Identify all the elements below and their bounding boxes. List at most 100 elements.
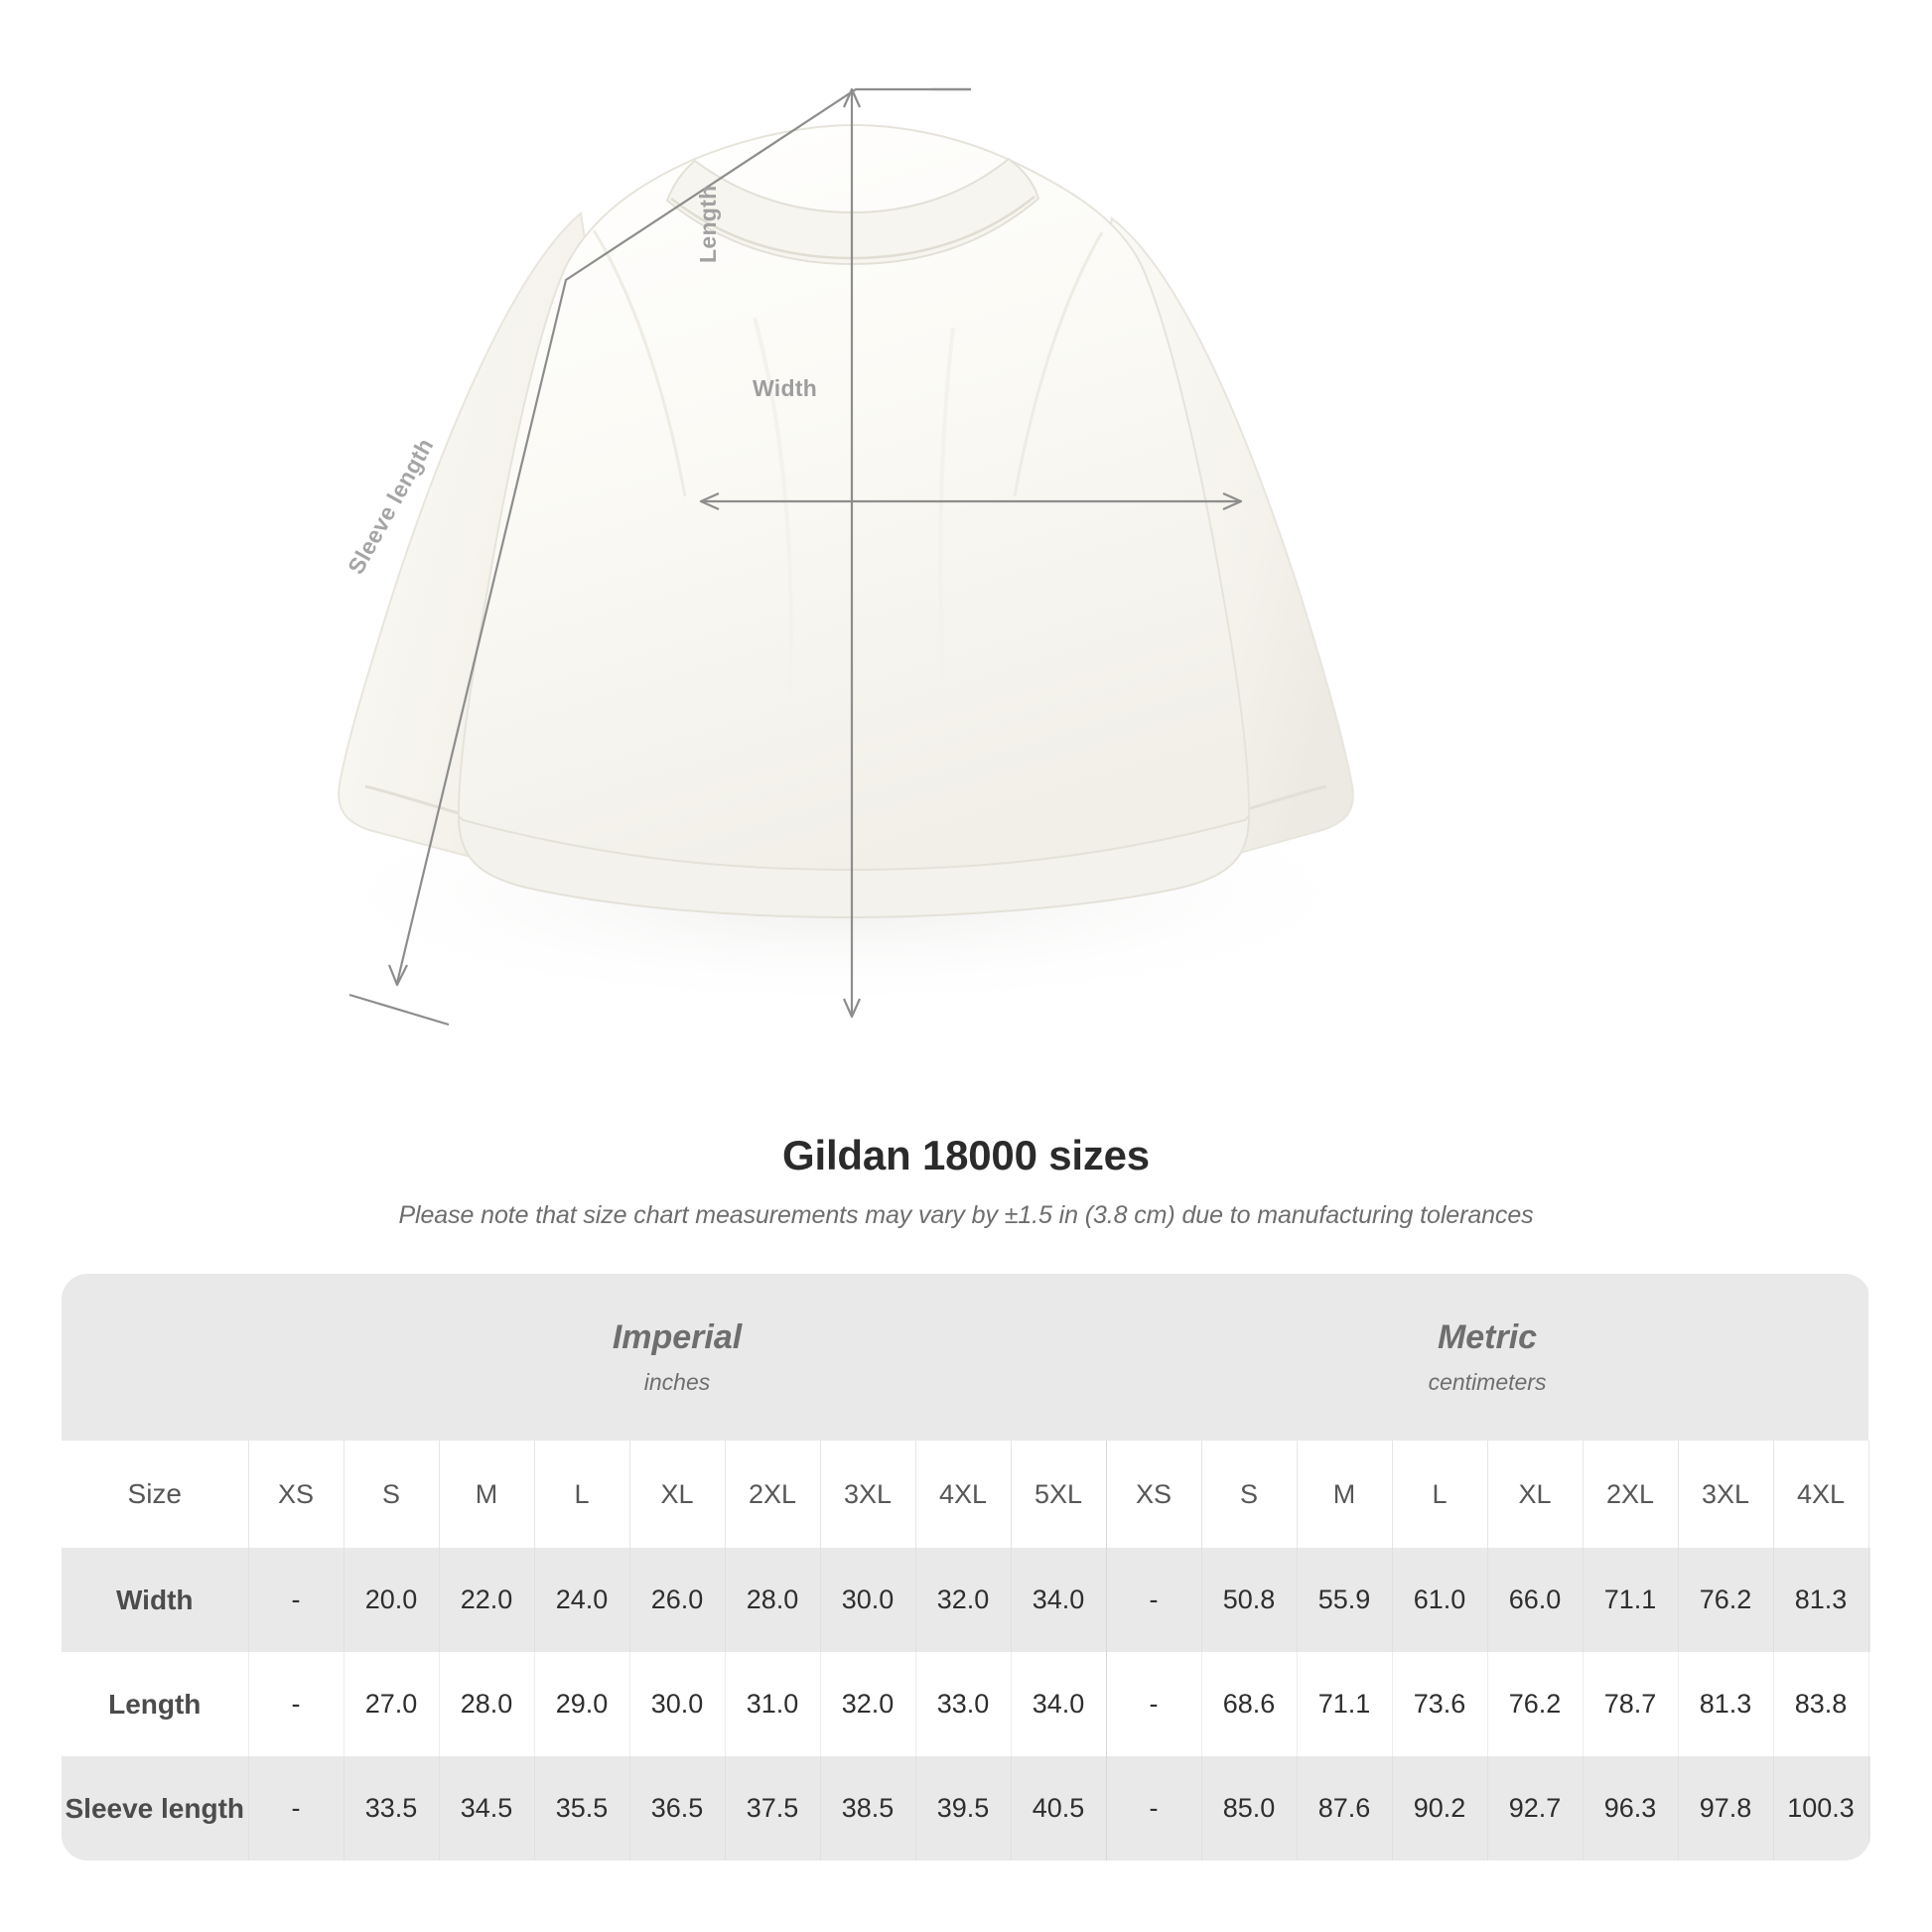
size-header-imperial-3xl: 3XL bbox=[819, 1441, 915, 1548]
size-table: Imperial inches Metric centimeters Size … bbox=[62, 1274, 1870, 1861]
measurement-annotations bbox=[348, 87, 1243, 1027]
size-header-imperial-4xl: 4XL bbox=[914, 1441, 1011, 1548]
unit-group-imperial-sub: inches bbox=[643, 1369, 711, 1395]
cell-length-imperial-2xl: 31.0 bbox=[724, 1652, 820, 1756]
cell-width-metric-5xl: 86.4 bbox=[1867, 1548, 1870, 1652]
size-header-label: Size bbox=[62, 1441, 248, 1548]
sleeve-end-tick bbox=[348, 993, 450, 1027]
cell-width-metric-s: 50.8 bbox=[1200, 1548, 1298, 1652]
size-header-imperial-l: L bbox=[533, 1441, 629, 1548]
cell-length-imperial-xs: - bbox=[247, 1652, 344, 1756]
cell-width-metric-3xl: 76.2 bbox=[1677, 1548, 1774, 1652]
size-header-imperial-xs: XS bbox=[247, 1441, 344, 1548]
unit-group-imperial-name: Imperial bbox=[612, 1318, 743, 1356]
cell-length-metric-m: 71.1 bbox=[1296, 1652, 1393, 1756]
row-label-width: Width bbox=[62, 1548, 248, 1652]
cell-length-metric-xs: - bbox=[1105, 1652, 1202, 1756]
size-header-metric-xs: XS bbox=[1105, 1441, 1202, 1548]
cell-sleeve-metric-3xl: 97.8 bbox=[1677, 1756, 1774, 1861]
size-header-metric-m: M bbox=[1296, 1441, 1393, 1548]
garment-diagram: Length Width Sleeve length bbox=[288, 87, 1400, 1027]
unit-group-imperial: Imperial inches bbox=[248, 1274, 1107, 1441]
chart-title: Gildan 18000 sizes bbox=[782, 1132, 1150, 1178]
cell-width-imperial-m: 22.0 bbox=[438, 1548, 534, 1652]
annotation-label-length: Length bbox=[695, 185, 721, 263]
cell-length-imperial-m: 28.0 bbox=[438, 1652, 534, 1756]
sweatshirt-illustration bbox=[288, 123, 1400, 1013]
size-header-metric-l: L bbox=[1391, 1441, 1488, 1548]
table-row: Width - 20.0 22.0 24.0 26.0 28.0 30.0 32… bbox=[62, 1548, 1870, 1652]
cell-length-metric-4xl: 83.8 bbox=[1772, 1652, 1869, 1756]
title-block: Gildan 18000 sizes Please note that size… bbox=[0, 1132, 1932, 1230]
cell-length-metric-5xl: 86.4 bbox=[1867, 1652, 1870, 1756]
cell-sleeve-imperial-5xl: 40.5 bbox=[1010, 1756, 1107, 1861]
row-label-sleeve-length: Sleeve length bbox=[62, 1756, 248, 1861]
cell-width-imperial-l: 24.0 bbox=[533, 1548, 629, 1652]
cell-sleeve-imperial-xs: - bbox=[247, 1756, 344, 1861]
size-header-imperial-m: M bbox=[438, 1441, 534, 1548]
size-header-metric-s: S bbox=[1200, 1441, 1298, 1548]
cell-length-metric-3xl: 81.3 bbox=[1677, 1652, 1774, 1756]
cell-length-metric-xl: 76.2 bbox=[1486, 1652, 1584, 1756]
cell-width-imperial-xs: - bbox=[247, 1548, 344, 1652]
cell-sleeve-metric-s: 85.0 bbox=[1200, 1756, 1298, 1861]
chart-subtitle: Please note that size chart measurements… bbox=[398, 1201, 1534, 1229]
size-header-metric-3xl: 3XL bbox=[1677, 1441, 1774, 1548]
cell-sleeve-imperial-2xl: 37.5 bbox=[724, 1756, 820, 1861]
cell-sleeve-imperial-s: 33.5 bbox=[343, 1756, 439, 1861]
annotation-label-width: Width bbox=[753, 375, 818, 401]
size-header-metric-xl: XL bbox=[1486, 1441, 1584, 1548]
cell-length-imperial-xl: 30.0 bbox=[628, 1652, 725, 1756]
size-table-container: Imperial inches Metric centimeters Size … bbox=[62, 1274, 1870, 1861]
cell-width-imperial-xl: 26.0 bbox=[628, 1548, 725, 1652]
cell-sleeve-imperial-3xl: 38.5 bbox=[819, 1756, 915, 1861]
size-header-metric-2xl: 2XL bbox=[1582, 1441, 1679, 1548]
cell-width-imperial-5xl: 34.0 bbox=[1010, 1548, 1107, 1652]
cell-sleeve-metric-xs: - bbox=[1105, 1756, 1202, 1861]
cell-width-metric-m: 55.9 bbox=[1296, 1548, 1393, 1652]
sleeve-line bbox=[395, 87, 971, 984]
cell-length-imperial-l: 29.0 bbox=[533, 1652, 629, 1756]
cell-sleeve-imperial-4xl: 39.5 bbox=[914, 1756, 1011, 1861]
size-header-imperial-5xl: 5XL bbox=[1010, 1441, 1107, 1548]
cell-length-metric-l: 73.6 bbox=[1391, 1652, 1488, 1756]
cell-width-metric-xs: - bbox=[1105, 1548, 1202, 1652]
cell-sleeve-imperial-xl: 36.5 bbox=[628, 1756, 725, 1861]
cell-length-imperial-s: 27.0 bbox=[343, 1652, 439, 1756]
cell-sleeve-imperial-l: 35.5 bbox=[533, 1756, 629, 1861]
cell-width-metric-4xl: 81.3 bbox=[1772, 1548, 1869, 1652]
table-row: Sleeve length - 33.5 34.5 35.5 36.5 37.5… bbox=[62, 1756, 1870, 1861]
cell-sleeve-metric-2xl: 96.3 bbox=[1582, 1756, 1679, 1861]
row-label-length: Length bbox=[62, 1652, 248, 1756]
cell-sleeve-metric-4xl: 100.3 bbox=[1772, 1756, 1869, 1861]
cell-length-metric-2xl: 78.7 bbox=[1582, 1652, 1679, 1756]
cell-sleeve-imperial-m: 34.5 bbox=[438, 1756, 534, 1861]
unit-group-row: Imperial inches Metric centimeters bbox=[62, 1274, 1870, 1441]
cell-length-imperial-4xl: 33.0 bbox=[914, 1652, 1011, 1756]
size-header-imperial-xl: XL bbox=[628, 1441, 725, 1548]
cell-width-imperial-s: 20.0 bbox=[343, 1548, 439, 1652]
unit-group-spacer bbox=[62, 1274, 248, 1441]
unit-group-metric-sub: centimeters bbox=[1428, 1369, 1547, 1395]
table-row: Length - 27.0 28.0 29.0 30.0 31.0 32.0 3… bbox=[62, 1652, 1870, 1756]
cell-width-metric-xl: 66.0 bbox=[1486, 1548, 1584, 1652]
cell-width-imperial-2xl: 28.0 bbox=[724, 1548, 820, 1652]
cell-width-metric-2xl: 71.1 bbox=[1582, 1548, 1679, 1652]
size-header-metric-5xl: 5XL bbox=[1867, 1441, 1870, 1548]
unit-group-metric: Metric centimeters bbox=[1106, 1274, 1869, 1441]
size-header-metric-4xl: 4XL bbox=[1772, 1441, 1869, 1548]
cell-width-imperial-3xl: 30.0 bbox=[819, 1548, 915, 1652]
cell-length-imperial-3xl: 32.0 bbox=[819, 1652, 915, 1756]
size-header-row: Size XS S M L XL 2XL 3XL 4XL 5XL XS S M … bbox=[62, 1441, 1870, 1548]
cell-sleeve-metric-l: 90.2 bbox=[1391, 1756, 1488, 1861]
cell-sleeve-metric-xl: 92.7 bbox=[1486, 1756, 1584, 1861]
size-header-imperial-2xl: 2XL bbox=[724, 1441, 820, 1548]
unit-group-metric-name: Metric bbox=[1437, 1318, 1538, 1356]
cell-sleeve-metric-5xl: 102.9 bbox=[1867, 1756, 1870, 1861]
size-header-imperial-s: S bbox=[343, 1441, 439, 1548]
cell-length-imperial-5xl: 34.0 bbox=[1010, 1652, 1107, 1756]
cell-sleeve-metric-m: 87.6 bbox=[1296, 1756, 1393, 1861]
cell-width-metric-l: 61.0 bbox=[1391, 1548, 1488, 1652]
cell-width-imperial-4xl: 32.0 bbox=[914, 1548, 1011, 1652]
